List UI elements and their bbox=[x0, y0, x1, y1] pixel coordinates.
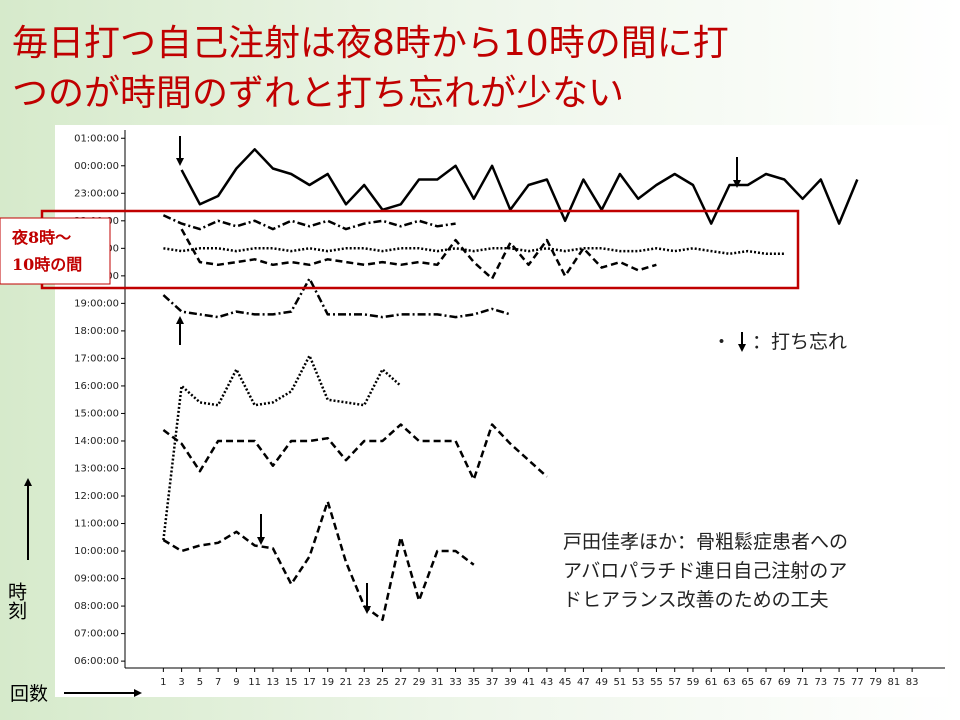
series-line bbox=[162, 500, 475, 622]
x-tick-label: 63 bbox=[723, 677, 736, 688]
y-tick-label: 01:00:00 bbox=[74, 133, 119, 144]
forgot-arrows bbox=[176, 136, 741, 614]
y-tick-label: 08:00:00 bbox=[74, 601, 119, 612]
y-label: 時刻 bbox=[5, 582, 27, 620]
x-tick-label: 71 bbox=[796, 677, 809, 688]
y-tick-label: 10:00:00 bbox=[74, 546, 119, 557]
x-tick-label: 41 bbox=[522, 677, 535, 688]
x-tick-label: 21 bbox=[340, 677, 353, 688]
citation: 戸田佳孝ほか：骨粗鬆症患者への bbox=[563, 531, 848, 553]
y-tick-label: 15:00:00 bbox=[74, 408, 119, 419]
x-tick-label: 83 bbox=[906, 677, 919, 688]
legend-dot: ・ bbox=[712, 331, 731, 353]
x-tick-label: 31 bbox=[431, 677, 444, 688]
x-tick-label: 59 bbox=[687, 677, 700, 688]
x-tick-label: 67 bbox=[760, 677, 773, 688]
x-tick-label: 13 bbox=[267, 677, 280, 688]
x-tick-label: 69 bbox=[778, 677, 791, 688]
x-tick-label: 39 bbox=[504, 677, 517, 688]
x-tick-label: 53 bbox=[632, 677, 645, 688]
x-tick-label: 17 bbox=[303, 677, 316, 688]
y-tick-label: 07:00:00 bbox=[74, 629, 119, 640]
citation: アバロパラチド連日自己注射のア bbox=[563, 560, 847, 582]
x-tick-label: 49 bbox=[595, 677, 608, 688]
x-tick-label: 65 bbox=[741, 677, 754, 688]
citation: ドヒアランス改善のための工夫 bbox=[563, 589, 829, 611]
series-line bbox=[180, 148, 859, 225]
x-tick-label: 61 bbox=[705, 677, 718, 688]
x-tick-label: 27 bbox=[394, 677, 407, 688]
y-tick-label: 06:00:00 bbox=[74, 656, 119, 667]
y-tick-label: 12:00:00 bbox=[74, 491, 119, 502]
x-tick-label: 37 bbox=[486, 677, 499, 688]
x-tick-label: 3 bbox=[178, 677, 184, 688]
x-tick-label: 23 bbox=[358, 677, 371, 688]
y-tick-label: 18:00:00 bbox=[74, 326, 119, 337]
x-tick-label: 55 bbox=[650, 677, 663, 688]
highlight-label: 夜8時～ bbox=[11, 228, 71, 247]
x-tick-label: 15 bbox=[285, 677, 298, 688]
x-tick-label: 33 bbox=[449, 677, 462, 688]
highlight-label-box bbox=[0, 217, 111, 285]
x-tick-label: 5 bbox=[197, 677, 203, 688]
y-tick-label: 17:00:00 bbox=[74, 353, 119, 364]
x-tick-label: 51 bbox=[614, 677, 627, 688]
x-tick-label: 19 bbox=[321, 677, 334, 688]
y-tick-label: 14:00:00 bbox=[74, 436, 119, 447]
x-tick-label: 29 bbox=[413, 677, 426, 688]
y-tick-label: 11:00:00 bbox=[74, 519, 119, 530]
x-tick-label: 79 bbox=[869, 677, 882, 688]
x-label: 回数 bbox=[10, 683, 48, 705]
x-tick-label: 47 bbox=[577, 677, 590, 688]
y-tick-label: 16:00:00 bbox=[74, 381, 119, 392]
x-tick-label: 11 bbox=[248, 677, 261, 688]
x-tick-label: 81 bbox=[887, 677, 900, 688]
x-tick-label: 73 bbox=[814, 677, 827, 688]
title-line: つのが時間のずれと打ち忘れが少ない bbox=[12, 73, 624, 114]
series-line bbox=[163, 247, 785, 256]
x-tick-label: 75 bbox=[833, 677, 846, 688]
series-line bbox=[162, 214, 456, 231]
highlight-label: 10時の間 bbox=[12, 255, 82, 274]
y-tick-label: 13:00:00 bbox=[74, 463, 119, 474]
x-tick-label: 57 bbox=[668, 677, 681, 688]
x-tick-label: 9 bbox=[233, 677, 239, 688]
x-tick-label: 77 bbox=[851, 677, 864, 688]
x-tick-label: 25 bbox=[376, 677, 389, 688]
legend-label: ：打ち忘れ bbox=[752, 331, 847, 353]
title-line: 毎日打つ自己注射は夜8時から10時の間に打 bbox=[12, 23, 729, 64]
x-tick-label: 1 bbox=[160, 677, 166, 688]
x-tick-label: 45 bbox=[559, 677, 572, 688]
y-tick-label: 19:00:00 bbox=[74, 298, 119, 309]
series-line bbox=[162, 423, 548, 481]
y-tick-label: 23:00:00 bbox=[74, 188, 119, 199]
series-line bbox=[162, 277, 511, 319]
x-tick-label: 7 bbox=[215, 677, 221, 688]
series-line bbox=[180, 228, 657, 280]
y-tick-label: 09:00:00 bbox=[74, 574, 119, 585]
x-tick-label: 43 bbox=[541, 677, 554, 688]
x-tick-label: 35 bbox=[467, 677, 480, 688]
y-tick-label: 00:00:00 bbox=[74, 161, 119, 172]
